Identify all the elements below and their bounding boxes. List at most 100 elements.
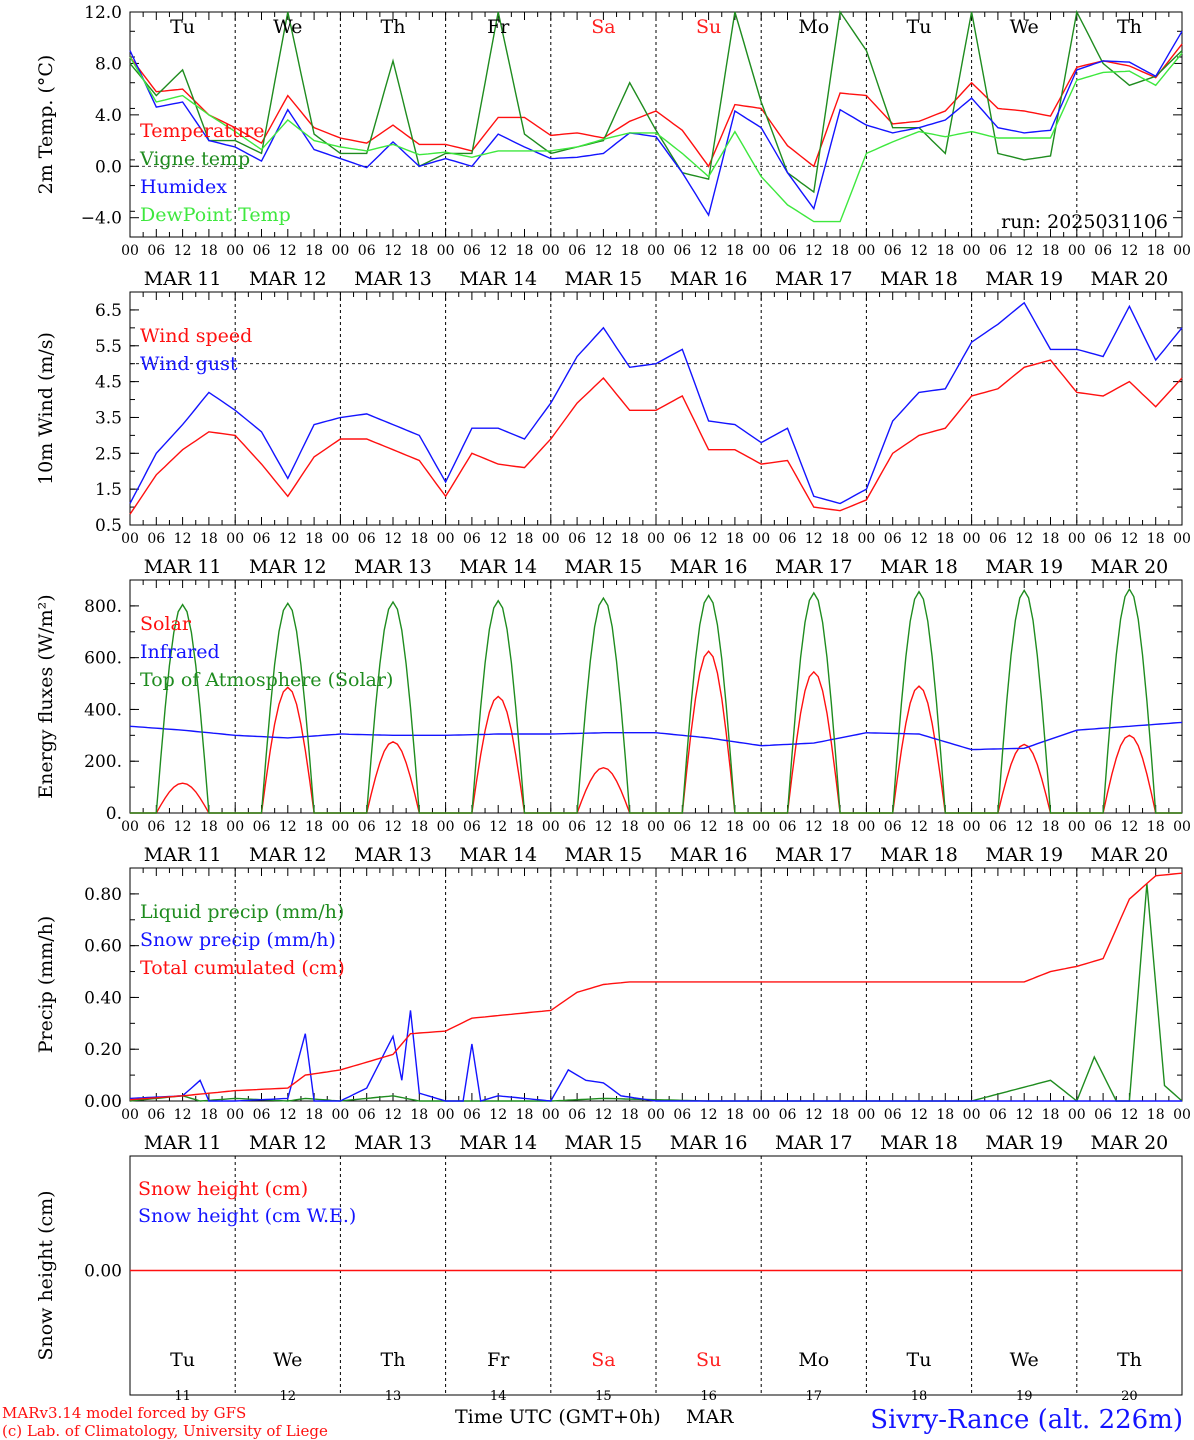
y-axis-label: 2m Temp. (°C) bbox=[35, 55, 57, 195]
x-tick-label: 12 bbox=[910, 243, 928, 259]
date-label: MAR 16 bbox=[670, 1132, 748, 1154]
day-number-label: 17 bbox=[806, 1389, 823, 1404]
x-tick-label: 00 bbox=[1173, 531, 1191, 547]
x-tick-label: 00 bbox=[1173, 243, 1191, 259]
x-tick-label: 12 bbox=[594, 1107, 612, 1123]
x-tick-label: 00 bbox=[331, 531, 349, 547]
y-tick-label: 6.5 bbox=[95, 301, 122, 321]
x-tick-label: 18 bbox=[516, 531, 534, 547]
x-tick-label: 12 bbox=[700, 1107, 718, 1123]
x-tick-label: 18 bbox=[305, 819, 323, 835]
series-wind-speed bbox=[129, 359, 1183, 515]
date-label: MAR 20 bbox=[1091, 1132, 1169, 1154]
day-name-label: Tu bbox=[170, 16, 195, 38]
x-tick-label: 12 bbox=[384, 243, 402, 259]
y-tick-label: 0.5 bbox=[95, 516, 122, 536]
x-tick-label: 00 bbox=[1068, 243, 1086, 259]
day-number-label: 13 bbox=[385, 1389, 402, 1404]
y-tick-label: 0.80 bbox=[84, 885, 122, 905]
y-tick-label: 3.5 bbox=[95, 408, 122, 428]
legend-entry: DewPoint Temp bbox=[140, 204, 291, 226]
x-tick-label: 06 bbox=[779, 819, 797, 835]
x-tick-label: 18 bbox=[936, 531, 954, 547]
x-tick-label: 18 bbox=[200, 1107, 218, 1123]
x-tick-label: 18 bbox=[1042, 1107, 1060, 1123]
x-tick-label: 06 bbox=[884, 531, 902, 547]
day-name-label: Th bbox=[381, 1349, 406, 1371]
x-tick-label: 06 bbox=[989, 1107, 1007, 1123]
x-tick-label: 00 bbox=[121, 243, 139, 259]
x-tick-label: 00 bbox=[437, 243, 455, 259]
x-tick-label: 00 bbox=[226, 1107, 244, 1123]
x-tick-label: 00 bbox=[647, 531, 665, 547]
series-vigne-temp bbox=[129, 9, 1183, 194]
date-label: MAR 20 bbox=[1091, 556, 1169, 578]
x-tick-label: 18 bbox=[1042, 243, 1060, 259]
x-tick-label: 00 bbox=[752, 243, 770, 259]
y-tick-label: 0.00 bbox=[84, 1092, 122, 1112]
x-tick-label: 12 bbox=[489, 819, 507, 835]
x-tick-label: 00 bbox=[647, 1107, 665, 1123]
x-tick-label: 06 bbox=[779, 531, 797, 547]
y-tick-label: 200. bbox=[84, 752, 122, 772]
day-name-label: Tu bbox=[907, 16, 932, 38]
series-wind-gust bbox=[129, 301, 1183, 505]
x-tick-label: 18 bbox=[305, 531, 323, 547]
x-tick-label: 18 bbox=[516, 1107, 534, 1123]
legend-entry: Total cumulated (cm) bbox=[140, 957, 345, 979]
series-liquid-precip-mm-h- bbox=[129, 883, 1183, 1103]
x-tick-label: 18 bbox=[305, 243, 323, 259]
station-name: Sivry-Rance (alt. 226m) bbox=[870, 1405, 1183, 1435]
x-tick-label: 12 bbox=[1015, 531, 1033, 547]
y-tick-label: 0.60 bbox=[84, 937, 122, 957]
x-tick-label: 18 bbox=[410, 819, 428, 835]
x-tick-label: 00 bbox=[121, 531, 139, 547]
x-tick-label: 12 bbox=[279, 1107, 297, 1123]
x-tick-label: 06 bbox=[568, 243, 586, 259]
x-tick-label: 12 bbox=[1120, 819, 1138, 835]
x-tick-label: 12 bbox=[1015, 1107, 1033, 1123]
x-tick-label: 00 bbox=[226, 819, 244, 835]
x-tick-label: 00 bbox=[121, 1107, 139, 1123]
legend-entry: Snow height (cm W.E.) bbox=[138, 1205, 356, 1227]
y-axis-label: Snow height (cm) bbox=[35, 1190, 57, 1360]
x-tick-label: 12 bbox=[174, 1107, 192, 1123]
x-tick-label: 00 bbox=[752, 1107, 770, 1123]
day-name-label: Th bbox=[1117, 16, 1142, 38]
day-name-label: Fr bbox=[487, 16, 510, 38]
x-tick-label: 06 bbox=[253, 531, 271, 547]
x-tick-label: 12 bbox=[1120, 243, 1138, 259]
x-tick-label: 18 bbox=[516, 243, 534, 259]
x-tick-label: 18 bbox=[936, 1107, 954, 1123]
x-tick-label: 00 bbox=[752, 531, 770, 547]
x-tick-label: 06 bbox=[358, 1107, 376, 1123]
x-tick-label: 12 bbox=[384, 531, 402, 547]
x-tick-label: 00 bbox=[437, 531, 455, 547]
x-tick-label: 06 bbox=[884, 819, 902, 835]
x-tick-label: 18 bbox=[1147, 531, 1165, 547]
x-tick-label: 06 bbox=[673, 819, 691, 835]
x-tick-label: 06 bbox=[1094, 819, 1112, 835]
x-tick-label: 12 bbox=[1015, 819, 1033, 835]
x-tick-label: 12 bbox=[700, 243, 718, 259]
x-tick-label: 06 bbox=[568, 1107, 586, 1123]
date-label: MAR 16 bbox=[670, 556, 748, 578]
legend-entry: Solar bbox=[140, 613, 192, 635]
x-tick-label: 12 bbox=[384, 819, 402, 835]
legend-entry: Wind gust bbox=[140, 353, 238, 375]
run-annotation: run: 2025031106 bbox=[1001, 211, 1168, 233]
month-label: MAR bbox=[686, 1406, 734, 1428]
x-tick-label: 12 bbox=[489, 531, 507, 547]
panel-1: 12.0 8.0 4.0 0.0 −4.0 2m Temp. (°C) Temperatur… bbox=[35, 3, 1191, 290]
legend-entry: Wind speed bbox=[140, 325, 252, 347]
time-axis-label: Time UTC (GMT+0h) bbox=[455, 1406, 661, 1428]
x-tick-label: 18 bbox=[305, 1107, 323, 1123]
date-label: MAR 13 bbox=[354, 556, 432, 578]
x-tick-label: 12 bbox=[489, 243, 507, 259]
x-tick-label: 18 bbox=[831, 531, 849, 547]
x-tick-label: 12 bbox=[174, 819, 192, 835]
y-tick-label: 0.20 bbox=[84, 1040, 122, 1060]
date-label: MAR 13 bbox=[354, 844, 432, 866]
series-temperature bbox=[129, 43, 1183, 168]
x-tick-label: 00 bbox=[647, 819, 665, 835]
